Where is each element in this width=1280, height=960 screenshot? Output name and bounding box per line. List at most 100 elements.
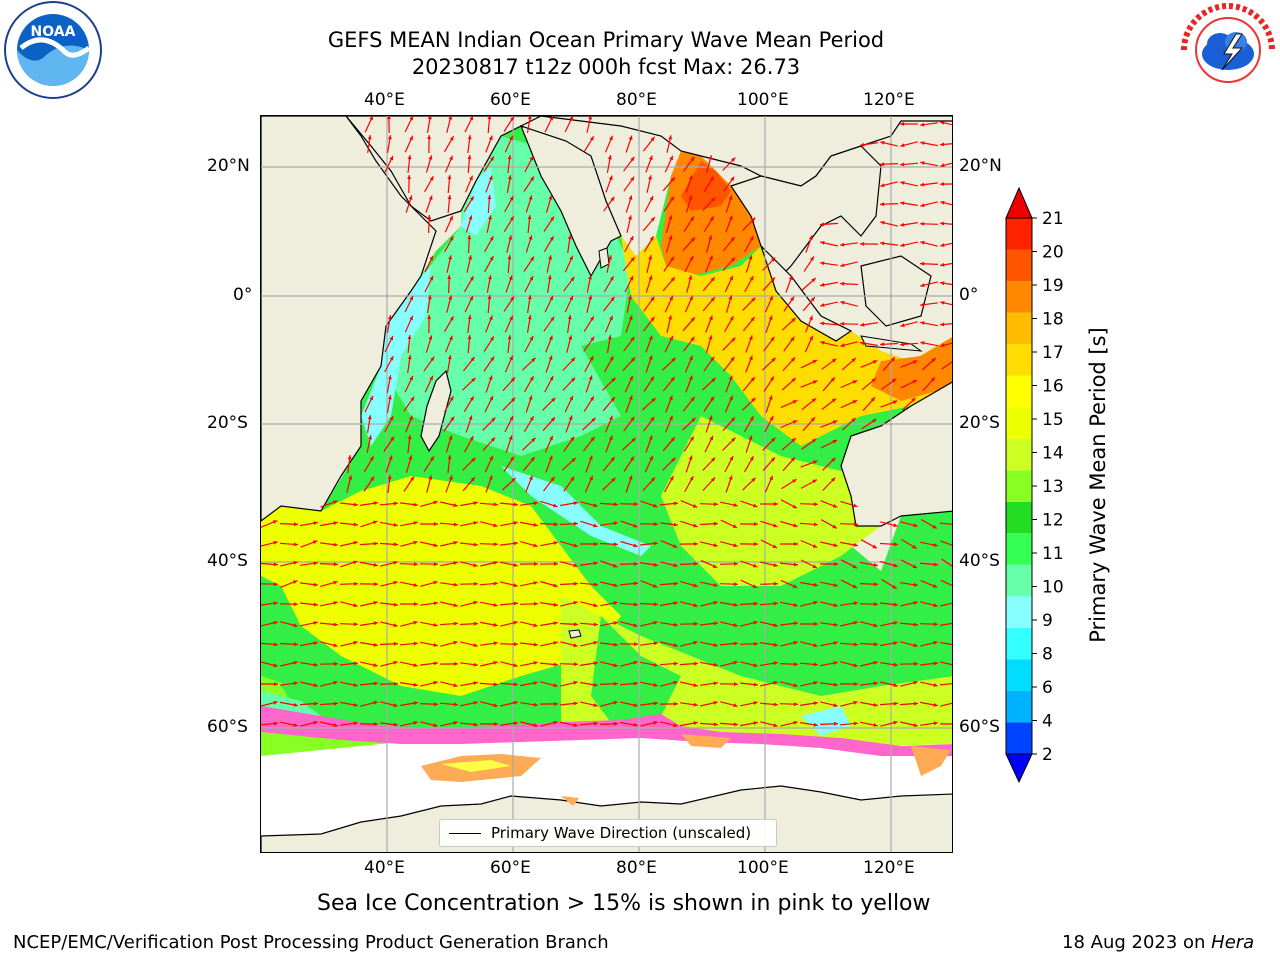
wave-vector-head <box>630 257 635 262</box>
wave-vector-head <box>880 202 885 207</box>
wave-vector-head <box>853 503 858 508</box>
wave-vector-head <box>573 701 578 706</box>
wave-vector-head <box>931 358 936 363</box>
wave-vector-head <box>628 135 633 140</box>
wave-vector-head <box>893 662 898 667</box>
wave-vector-head <box>932 524 937 529</box>
wave-vector-head <box>447 195 452 200</box>
wave-vector-head <box>753 620 758 625</box>
wave-vector-head <box>609 435 613 441</box>
wave-vector-head <box>527 295 532 300</box>
wave-vector-head <box>588 116 592 120</box>
wave-vector-head <box>293 681 298 686</box>
wave-vector-head <box>293 542 298 547</box>
wave-vector-head <box>333 500 338 505</box>
wave-vector-head <box>430 356 435 362</box>
wave-vector-head <box>467 315 472 320</box>
wave-vector-head <box>313 701 318 706</box>
wave-vector-head <box>873 703 878 707</box>
wave-vector-head <box>813 502 818 507</box>
wave-vector-head <box>710 297 715 302</box>
wave-vector-head <box>673 522 678 527</box>
wave-vector-head <box>369 395 373 401</box>
wave-vector-head <box>353 603 358 608</box>
wave-vector-head <box>610 296 615 302</box>
wave-vector-head <box>533 581 538 585</box>
wave-vector-head <box>749 416 754 421</box>
wave-vector-head <box>751 477 756 482</box>
wave-vector-head <box>730 356 735 362</box>
wave-vector-head <box>853 542 858 547</box>
noaa-logo: NOAA <box>3 0 103 100</box>
wave-vector-head <box>353 640 358 645</box>
wave-vector-head <box>853 682 858 686</box>
wave-vector-head <box>731 157 736 162</box>
lat-label-right-60s: 60°S <box>959 717 1000 737</box>
wave-vector-head <box>713 600 718 605</box>
wave-vector-head <box>653 641 658 646</box>
wave-vector-head <box>693 621 698 626</box>
wave-vector-head <box>852 380 858 384</box>
wave-vector-head <box>833 682 838 687</box>
wave-vector-head <box>610 397 615 402</box>
wave-vector-head <box>568 335 573 340</box>
colorbar-segment <box>1006 501 1032 534</box>
wave-vector-head <box>393 641 398 646</box>
wave-vector-head <box>890 357 895 362</box>
wave-vector-head <box>820 222 825 227</box>
wave-vector-head <box>613 681 618 686</box>
wave-vector-head <box>753 542 758 546</box>
wave-vector-head <box>429 176 434 181</box>
wave-vector-head <box>711 197 716 202</box>
wave-vector-head <box>609 415 613 421</box>
wave-vector-head <box>940 281 945 286</box>
wave-vector-head <box>509 416 514 421</box>
wave-vector-head <box>449 236 454 241</box>
colorbar-segment <box>1006 375 1032 408</box>
wave-vector-head <box>570 476 575 482</box>
wave-vector-head <box>450 416 455 421</box>
wave-vector-head <box>729 275 733 281</box>
wave-vector-head <box>813 622 818 626</box>
wave-vector-head <box>820 241 825 245</box>
wave-vector-head <box>393 602 398 607</box>
lon-label-top-80e: 80°E <box>616 90 657 110</box>
wave-vector-head <box>273 682 278 686</box>
wave-vector-head <box>433 580 438 585</box>
wave-vector-head <box>791 317 796 323</box>
wave-vector-head <box>633 681 638 686</box>
wave-vector-head <box>813 582 818 587</box>
colorbar-tick-label: 19 <box>1042 276 1064 296</box>
wave-vector-head <box>633 561 638 566</box>
wave-vector-head <box>673 702 678 706</box>
wave-vector-head <box>730 237 735 242</box>
wave-vector-head <box>473 581 478 586</box>
wave-vector-head <box>427 116 432 120</box>
map-legend: Primary Wave Direction (unscaled) <box>439 819 777 847</box>
wave-vector-head <box>393 623 398 627</box>
wave-vector-head <box>688 175 693 180</box>
wave-vector-head <box>273 663 278 668</box>
wave-vector-head <box>920 182 925 187</box>
wave-vector-head <box>407 155 412 160</box>
wave-vector-head <box>513 541 518 546</box>
wave-vector-head <box>813 600 818 605</box>
wave-vector-head <box>613 663 618 668</box>
wave-vector-head <box>833 583 838 587</box>
wave-vector-head <box>753 601 758 606</box>
wave-vector-head <box>753 522 758 526</box>
wave-vector-head <box>650 217 655 222</box>
wave-vector-head <box>292 580 298 584</box>
wave-vector-head <box>590 336 595 342</box>
wave-vector-head <box>668 215 673 220</box>
wave-vector-head <box>773 702 778 707</box>
wave-vector-head <box>507 155 512 160</box>
wave-vector-head <box>833 703 838 708</box>
wave-vector-head <box>410 476 414 481</box>
wave-vector-head <box>353 541 358 545</box>
wave-vector-head <box>673 601 678 606</box>
wave-vector-head <box>733 660 738 665</box>
wave-vector-head <box>940 142 945 147</box>
wave-vector-head <box>833 641 838 645</box>
wave-vector-head <box>669 335 673 341</box>
